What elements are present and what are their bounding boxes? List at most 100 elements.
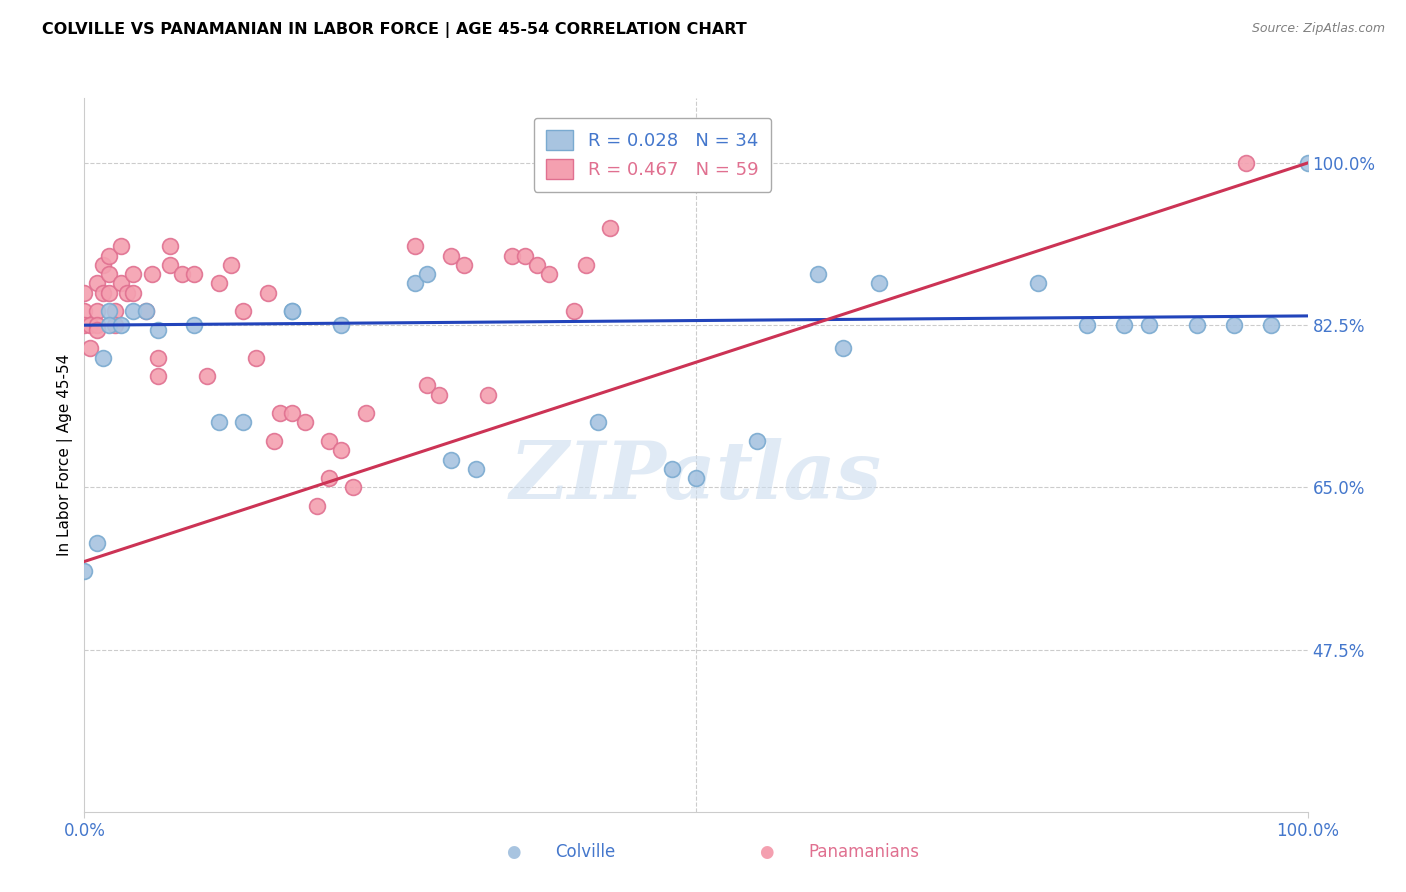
Point	[91, 351, 114, 365]
Point	[195, 369, 218, 384]
Point	[1260, 318, 1282, 333]
Point	[1076, 318, 1098, 333]
Point	[526, 258, 548, 272]
Point	[146, 323, 169, 337]
Point	[122, 304, 145, 318]
Point	[86, 536, 108, 550]
Point	[257, 285, 280, 300]
Point	[219, 258, 242, 272]
Point	[440, 452, 463, 467]
Text: Panamanians: Panamanians	[808, 843, 920, 861]
Point	[73, 304, 96, 318]
Point	[232, 416, 254, 430]
Point	[122, 285, 145, 300]
Point	[807, 267, 830, 281]
Point	[269, 406, 291, 420]
Point	[183, 267, 205, 281]
Point	[661, 462, 683, 476]
Point	[330, 318, 353, 333]
Point	[342, 480, 364, 494]
Point	[110, 318, 132, 333]
Point	[208, 277, 231, 291]
Point	[1137, 318, 1160, 333]
Text: Source: ZipAtlas.com: Source: ZipAtlas.com	[1251, 22, 1385, 36]
Point	[146, 369, 169, 384]
Point	[122, 267, 145, 281]
Point	[79, 342, 101, 356]
Point	[97, 304, 120, 318]
Point	[97, 285, 120, 300]
Point	[318, 434, 340, 448]
Point	[513, 249, 536, 263]
Point	[575, 258, 598, 272]
Point	[86, 323, 108, 337]
Point	[1223, 318, 1246, 333]
Point	[232, 304, 254, 318]
Point	[172, 267, 194, 281]
Point	[86, 318, 108, 333]
Point	[104, 318, 127, 333]
Point	[869, 277, 891, 291]
Point	[97, 267, 120, 281]
Text: ZIPatlas: ZIPatlas	[510, 438, 882, 515]
Point	[1296, 156, 1319, 170]
Text: ●: ●	[506, 843, 520, 861]
Point	[747, 434, 769, 448]
Point	[86, 277, 108, 291]
Point	[416, 267, 439, 281]
Point	[427, 387, 450, 401]
Point	[538, 267, 561, 281]
Point	[562, 304, 585, 318]
Point	[281, 304, 304, 318]
Point	[281, 406, 304, 420]
Point	[208, 416, 231, 430]
Point	[831, 342, 853, 356]
Point	[91, 258, 114, 272]
Point	[354, 406, 377, 420]
Point	[86, 304, 108, 318]
Point	[245, 351, 267, 365]
Point	[73, 318, 96, 333]
Point	[115, 285, 138, 300]
Point	[73, 285, 96, 300]
Point	[464, 462, 486, 476]
Point	[110, 239, 132, 253]
Point	[330, 443, 353, 458]
Point	[1236, 156, 1258, 170]
Point	[97, 318, 120, 333]
Y-axis label: In Labor Force | Age 45-54: In Labor Force | Age 45-54	[58, 354, 73, 556]
Legend: R = 0.028   N = 34, R = 0.467   N = 59: R = 0.028 N = 34, R = 0.467 N = 59	[534, 118, 770, 192]
Point	[685, 471, 707, 485]
Point	[599, 220, 621, 235]
Point	[477, 387, 499, 401]
Point	[104, 304, 127, 318]
Point	[146, 351, 169, 365]
Point	[404, 239, 426, 253]
Point	[318, 471, 340, 485]
Point	[1114, 318, 1136, 333]
Point	[1028, 277, 1050, 291]
Text: ●: ●	[759, 843, 773, 861]
Point	[110, 277, 132, 291]
Point	[294, 416, 316, 430]
Text: COLVILLE VS PANAMANIAN IN LABOR FORCE | AGE 45-54 CORRELATION CHART: COLVILLE VS PANAMANIAN IN LABOR FORCE | …	[42, 22, 747, 38]
Point	[263, 434, 285, 448]
Point	[453, 258, 475, 272]
Point	[1187, 318, 1209, 333]
Point	[79, 318, 101, 333]
Point	[586, 416, 609, 430]
Point	[183, 318, 205, 333]
Point	[135, 304, 157, 318]
Point	[135, 304, 157, 318]
Point	[305, 499, 328, 513]
Point	[440, 249, 463, 263]
Point	[416, 378, 439, 392]
Point	[141, 267, 163, 281]
Point	[159, 258, 181, 272]
Point	[97, 249, 120, 263]
Point	[404, 277, 426, 291]
Point	[73, 564, 96, 578]
Point	[502, 249, 524, 263]
Point	[159, 239, 181, 253]
Text: Colville: Colville	[555, 843, 616, 861]
